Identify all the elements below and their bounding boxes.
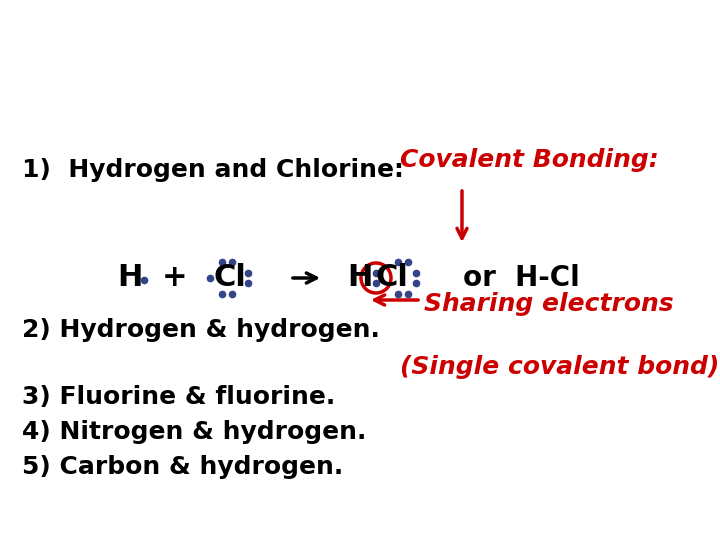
Text: H: H — [347, 264, 373, 293]
Text: 1)  Hydrogen and Chlorine:: 1) Hydrogen and Chlorine: — [22, 158, 404, 182]
Text: Covalent Bonding:: Covalent Bonding: — [400, 148, 659, 172]
Text: H: H — [117, 264, 143, 293]
Text: 5) Carbon & hydrogen.: 5) Carbon & hydrogen. — [22, 455, 343, 479]
Text: 2) Hydrogen & hydrogen.: 2) Hydrogen & hydrogen. — [22, 318, 380, 342]
Text: 3) Fluorine & fluorine.: 3) Fluorine & fluorine. — [22, 385, 336, 409]
Text: Cl: Cl — [376, 264, 408, 293]
Text: 4) Nitrogen & hydrogen.: 4) Nitrogen & hydrogen. — [22, 420, 366, 444]
Text: Sharing electrons: Sharing electrons — [424, 292, 674, 316]
Text: (Single covalent bond): (Single covalent bond) — [400, 355, 719, 379]
Text: +: + — [162, 264, 188, 293]
Text: or  H-Cl: or H-Cl — [463, 264, 580, 292]
Text: Cl: Cl — [214, 264, 246, 293]
